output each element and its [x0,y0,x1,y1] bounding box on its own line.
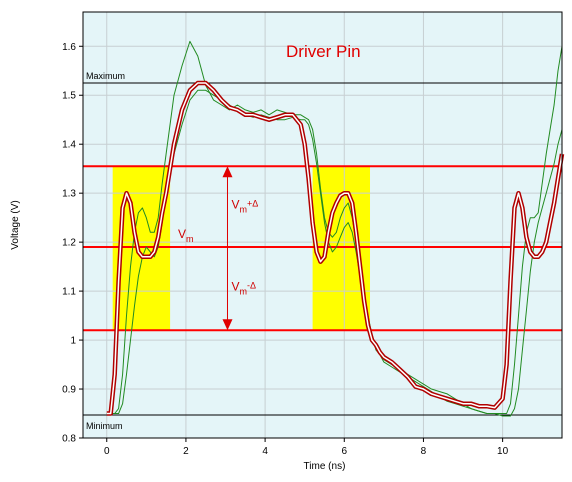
x-tick-label: 6 [341,446,347,457]
red-waveform-inner [106,82,563,415]
y-tick-label: 1.6 [62,42,76,53]
x-axis-ticks: 0 2 4 6 8 10 [104,438,509,457]
x-tick-label: 0 [104,446,110,457]
vm-plus-annotation: Vm+Δ [231,198,258,215]
minimum-level-label: Minimum [86,421,123,431]
x-tick-label: 2 [183,446,189,457]
y-tick-label: 1.5 [62,91,76,102]
chart-title: Driver Pin [286,42,361,61]
arrow-head-up [222,166,233,178]
plot-frame [82,11,563,439]
waveform-series [106,40,565,417]
vm-sub: m [186,234,194,244]
y-tick-label: 1.3 [62,189,76,200]
x-tick-label: 8 [421,446,427,457]
vm-plus-sub: m [240,205,248,215]
y-axis-ticks: 0.8 0.9 1 1.1 1.2 1.3 1.4 1.5 1.6 [62,42,83,445]
vm-minus-annotation: Vm-Δ [231,280,256,297]
vm-main: V [178,227,186,241]
green-waveform-1 [106,40,563,414]
y-tick-label: 1.4 [62,140,76,151]
plot-area-group [82,11,565,439]
x-tick-label: 10 [497,446,509,457]
x-tick-label: 4 [262,446,268,457]
x-axis-label: Time (ns) [304,461,346,472]
vm-minus-sub: m [240,287,248,297]
y-axis-label: Voltage (V) [10,200,21,249]
level-lines [83,82,562,416]
vm-minus-main: V [231,280,239,294]
vm-annotation: Vm [178,227,194,244]
vm-plus-suffix: +Δ [247,199,258,209]
y-tick-label: 1.1 [62,287,76,298]
arrow-head-down [222,319,233,331]
vm-plus-main: V [231,198,239,212]
vm-minus-suffix: -Δ [247,281,256,291]
y-tick-label: 1 [70,336,76,347]
delta-arrows [222,166,233,331]
maximum-level-label: Maximum [86,71,125,81]
y-tick-label: 0.9 [62,385,76,396]
threshold-lines [83,165,562,332]
y-tick-label: 1.2 [62,238,76,249]
y-tick-label: 0.8 [62,434,76,445]
